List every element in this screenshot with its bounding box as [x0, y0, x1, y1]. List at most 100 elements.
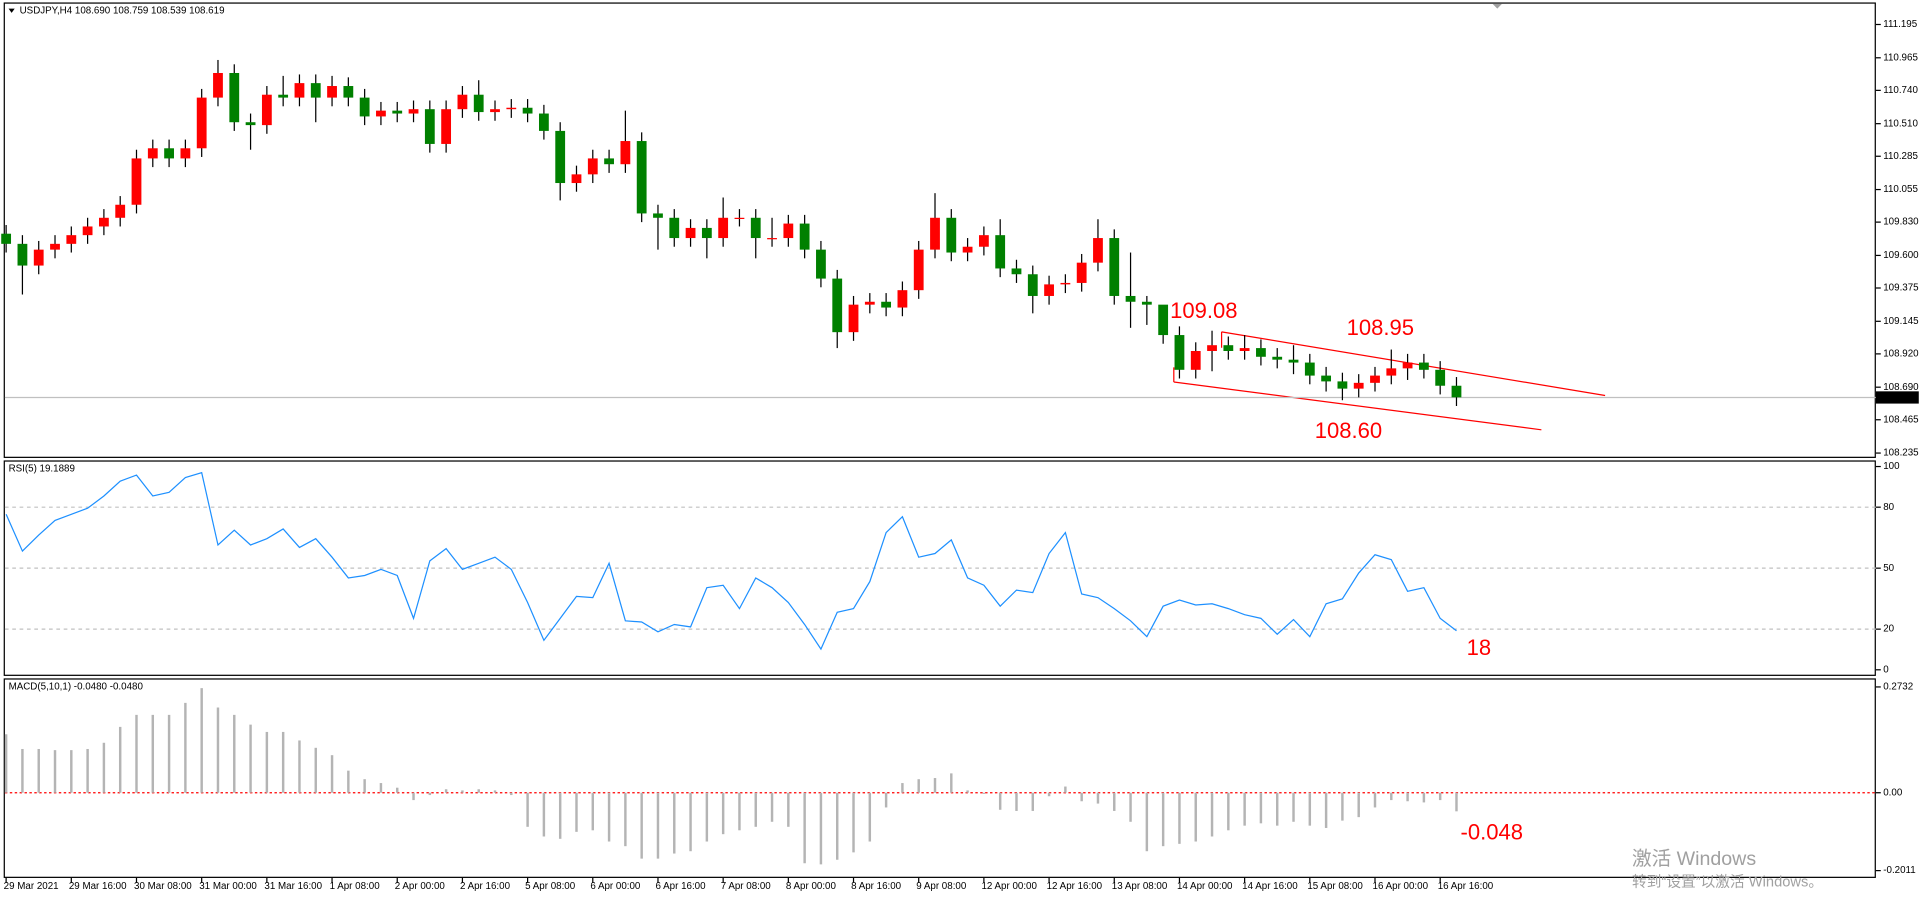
candle-body	[392, 110, 403, 114]
candle-body	[376, 110, 386, 117]
candle-body	[1, 233, 12, 244]
x-tick-label: 12 Apr 00:00	[981, 881, 1037, 892]
annotation: 108.95	[1347, 315, 1414, 340]
macd-panel	[3, 678, 1876, 878]
candle-body	[1451, 385, 1462, 398]
candle-body	[962, 246, 973, 253]
y-tick-label: 108.235	[1883, 448, 1919, 459]
candle-body	[1044, 284, 1054, 296]
candle-body	[718, 217, 729, 239]
candle-body	[1418, 362, 1429, 370]
candle-body	[750, 217, 761, 239]
y-tick-label: 111.195	[1883, 19, 1917, 30]
candle-body	[506, 107, 517, 110]
candle-body	[1321, 375, 1332, 382]
candle-body	[490, 109, 500, 113]
candle-body	[555, 130, 566, 184]
x-tick-label: 14 Apr 00:00	[1177, 881, 1233, 892]
candle-body	[1060, 282, 1071, 285]
candle-body	[636, 141, 647, 214]
y-tick-label: 110.965	[1883, 52, 1918, 63]
candle-body	[995, 235, 1006, 269]
candle-body	[66, 235, 77, 244]
candle-body	[441, 109, 452, 144]
candle-body	[897, 290, 908, 308]
candle-body	[1158, 304, 1169, 336]
annotation: -0.048	[1461, 820, 1523, 845]
rsi-title: RSI(5) 19.1889	[9, 464, 75, 475]
candle-body	[229, 72, 240, 123]
candle-body	[538, 113, 549, 131]
x-tick-label: 13 Apr 08:00	[1112, 881, 1168, 892]
candle-body	[1076, 262, 1087, 283]
candle-body	[799, 223, 810, 250]
x-tick-label: 7 Apr 08:00	[721, 881, 772, 892]
candle-body	[196, 97, 207, 149]
candle-body	[33, 249, 44, 266]
x-tick-label: 31 Mar 00:00	[199, 881, 257, 892]
candle-body	[1125, 295, 1136, 302]
candle-body	[930, 217, 940, 250]
watermark-subtitle: 转到“设置”以激活 Windows。	[1632, 874, 1823, 891]
shift-marker	[1492, 3, 1503, 9]
symbol-menu-arrow[interactable]	[8, 8, 15, 13]
candle-body	[457, 94, 468, 110]
x-tick-label: 29 Mar 16:00	[69, 881, 127, 892]
x-tick-label: 9 Apr 08:00	[916, 881, 967, 892]
candle-body	[17, 243, 28, 266]
x-tick-label: 5 Apr 08:00	[525, 881, 576, 892]
candle-body	[1337, 381, 1348, 389]
candle-body	[1223, 345, 1234, 351]
macd-title: MACD(5,10,1) -0.0480 -0.0480	[9, 682, 144, 693]
annotation: 18	[1467, 635, 1492, 660]
candle-body	[685, 227, 696, 239]
candle-body	[1402, 362, 1413, 369]
candle-body	[261, 94, 272, 126]
candle-body	[783, 223, 794, 239]
y-tick-label: 20	[1883, 624, 1894, 635]
y-tick-label: 109.830	[1883, 217, 1919, 228]
y-tick-label: 109.375	[1883, 283, 1919, 294]
candle-body	[1288, 359, 1299, 363]
candle-body	[50, 243, 60, 250]
x-tick-label: 29 Mar 2021	[4, 881, 59, 892]
candle-body	[473, 94, 484, 113]
candle-body	[1256, 348, 1266, 357]
candle-body	[1304, 362, 1315, 376]
y-tick-label: 110.510	[1883, 118, 1918, 129]
y-tick-label: 109.145	[1883, 316, 1919, 327]
y-tick-label: 108.690	[1883, 382, 1919, 393]
candle-body	[767, 238, 777, 240]
candle-body	[1353, 382, 1364, 389]
annotation: 109.08	[1170, 298, 1237, 323]
candle-body	[816, 249, 826, 279]
candle-body	[881, 301, 892, 308]
candle-body	[213, 72, 223, 98]
candle-body	[115, 204, 126, 218]
candle-body	[946, 217, 957, 253]
candle-body	[620, 141, 631, 165]
channel	[1173, 331, 1606, 431]
y-tick-label: 50	[1883, 563, 1894, 574]
candle-body	[913, 249, 924, 291]
x-tick-label: 14 Apr 16:00	[1242, 881, 1298, 892]
candle-body	[180, 148, 191, 159]
candle-body	[669, 217, 680, 239]
candle-body	[164, 148, 174, 159]
y-tick-label: -0.2011	[1883, 865, 1915, 876]
x-tick-label: 16 Apr 00:00	[1373, 881, 1429, 892]
channel-lower	[1173, 381, 1542, 431]
x-tick-label: 1 Apr 08:00	[330, 881, 381, 892]
y-tick-label: 110.285	[1883, 151, 1918, 162]
x-tick-label: 8 Apr 00:00	[786, 881, 837, 892]
candle-body	[1239, 348, 1250, 351]
candle-body	[278, 94, 289, 98]
x-tick-label: 8 Apr 16:00	[851, 881, 902, 892]
candle-body	[571, 174, 582, 184]
x-tick-label: 16 Apr 16:00	[1438, 881, 1494, 892]
y-tick-label: 0	[1883, 664, 1889, 675]
last-price-label: 108.619	[1880, 392, 1915, 403]
price-panel	[3, 2, 1876, 458]
annotation: 108.60	[1315, 418, 1382, 443]
candle-body	[653, 213, 663, 218]
